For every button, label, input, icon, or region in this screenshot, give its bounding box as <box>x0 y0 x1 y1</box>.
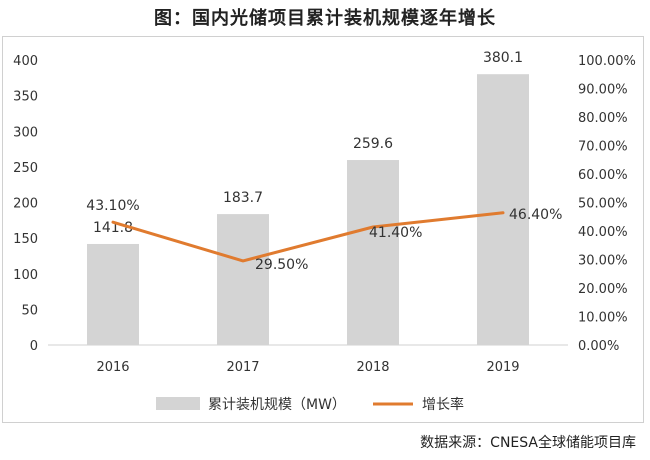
y-left-tick-label: 250 <box>13 161 38 176</box>
line-value-label: 46.40% <box>509 207 562 223</box>
y-left-tick-label: 50 <box>21 303 38 318</box>
line-value-label: 41.40% <box>369 225 422 241</box>
bar <box>87 243 139 345</box>
growth-rate-line <box>111 211 505 263</box>
bar <box>347 160 399 345</box>
y-left-tick-label: 100 <box>13 268 38 283</box>
y-left-tick-label: 300 <box>13 125 38 140</box>
source-note: 数据来源：CNESA全球储能项目库 <box>420 435 636 451</box>
y-right-tick-label: 50.00% <box>578 197 628 212</box>
bar-value-label: 259.6 <box>353 136 393 152</box>
y-right-tick-label: 40.00% <box>578 225 628 240</box>
legend-bar-label: 累计装机规模（MW） <box>208 397 346 413</box>
x-tick-label: 2017 <box>226 360 259 375</box>
line-value-label: 43.10% <box>86 198 139 214</box>
y-left-tick-label: 350 <box>13 90 38 105</box>
x-tick-label: 2018 <box>356 360 389 375</box>
bar <box>217 214 269 345</box>
bar-value-label: 380.1 <box>483 50 523 66</box>
y-right-tick-label: 20.00% <box>578 282 628 297</box>
x-tick-label: 2016 <box>96 360 129 375</box>
y-right-tick-label: 70.00% <box>578 140 628 155</box>
chart-title: 图：国内光储项目累计装机规模逐年增长 <box>154 8 496 29</box>
y-left-tick-label: 150 <box>13 232 38 247</box>
legend-line-label: 增长率 <box>422 396 464 413</box>
legend-bar-swatch <box>156 397 200 410</box>
y-left-tick-label: 0 <box>30 339 38 354</box>
y-right-tick-label: 10.00% <box>578 311 628 326</box>
y-right-tick-label: 100.00% <box>578 54 636 69</box>
y-right-tick-label: 30.00% <box>578 254 628 269</box>
y-right-tick-label: 0.00% <box>578 339 619 354</box>
x-tick-label: 2019 <box>486 360 519 375</box>
bar-value-label: 183.7 <box>223 190 263 206</box>
y-right-tick-label: 90.00% <box>578 83 628 98</box>
line-value-label: 29.50% <box>255 257 308 273</box>
y-right-tick-label: 60.00% <box>578 168 628 183</box>
chart-frame <box>2 36 644 423</box>
y-left-tick-label: 400 <box>13 54 38 69</box>
y-right-tick-label: 80.00% <box>578 111 628 126</box>
bar <box>477 74 529 346</box>
y-left-tick-label: 200 <box>13 197 38 212</box>
